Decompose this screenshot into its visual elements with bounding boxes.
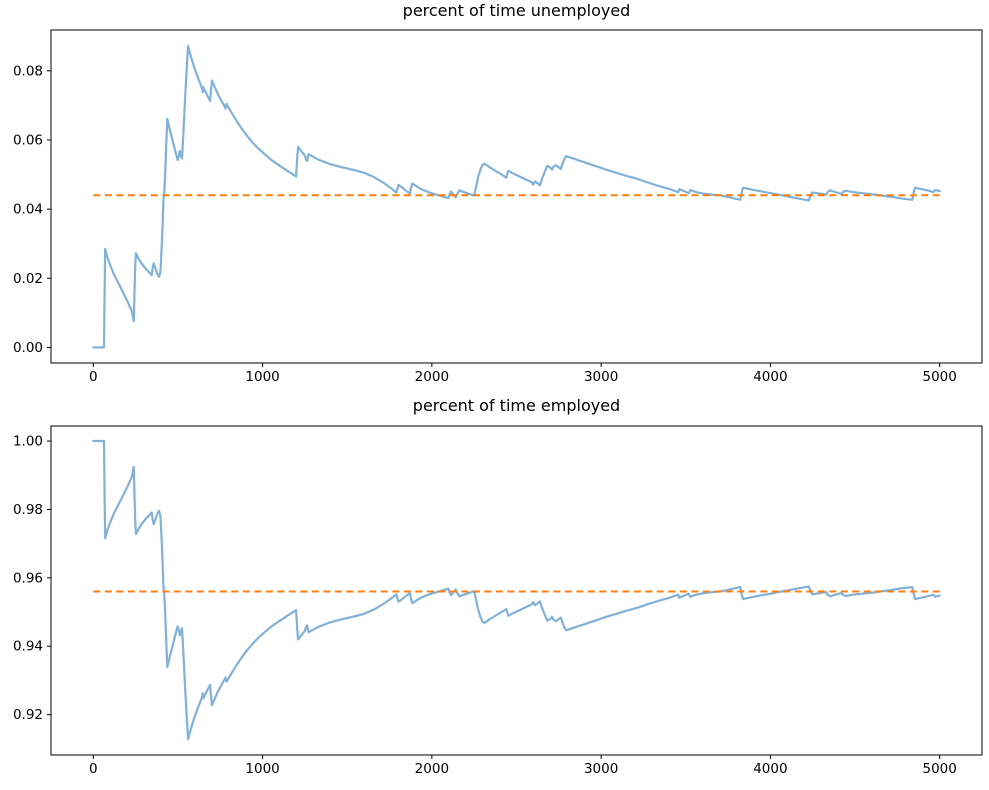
- x-tick-label: 4000: [753, 761, 787, 777]
- y-tick-label: 0.04: [13, 202, 43, 218]
- x-tick-label: 2000: [415, 369, 449, 385]
- y-tick-label: 0.92: [13, 707, 43, 723]
- axes-frame: [50, 29, 983, 364]
- y-tick-label: 0.00: [13, 340, 43, 356]
- x-tick-label: 1000: [245, 761, 279, 777]
- x-tick-label: 2000: [415, 761, 449, 777]
- y-tick-label: 0.06: [13, 132, 43, 148]
- y-tick-label: 0.02: [13, 271, 43, 287]
- axes-0: 0 1000 2000 3000 4000 5000 0.00 0.02 0.04 0.06 0.0…: [13, 29, 983, 385]
- y-tick-label: 0.96: [13, 570, 43, 586]
- y-tick-label: 0.08: [13, 63, 43, 79]
- series-line: [92, 44, 941, 349]
- axes-frame: [50, 425, 983, 756]
- series-line: [92, 439, 941, 741]
- x-tick-label: 3000: [584, 369, 618, 385]
- x-tick-label: 4000: [753, 369, 787, 385]
- x-tick-label: 1000: [245, 369, 279, 385]
- y-tick-label: 1.00: [13, 434, 43, 450]
- x-tick-label: 0: [89, 761, 98, 777]
- chart-title-employed: percent of time employed: [412, 396, 621, 415]
- x-tick-label: 0: [89, 369, 98, 385]
- x-tick-label: 5000: [923, 369, 957, 385]
- axes-1: 0 1000 2000 3000 4000 5000 0.92 0.94 0.96 0.98 1.0…: [13, 425, 983, 777]
- x-tick-label: 3000: [584, 761, 618, 777]
- chart-title-unemployed: percent of time unemployed: [402, 1, 631, 20]
- y-tick-label: 0.94: [13, 639, 43, 655]
- y-tick-label: 0.98: [13, 502, 43, 518]
- x-tick-label: 5000: [923, 761, 957, 777]
